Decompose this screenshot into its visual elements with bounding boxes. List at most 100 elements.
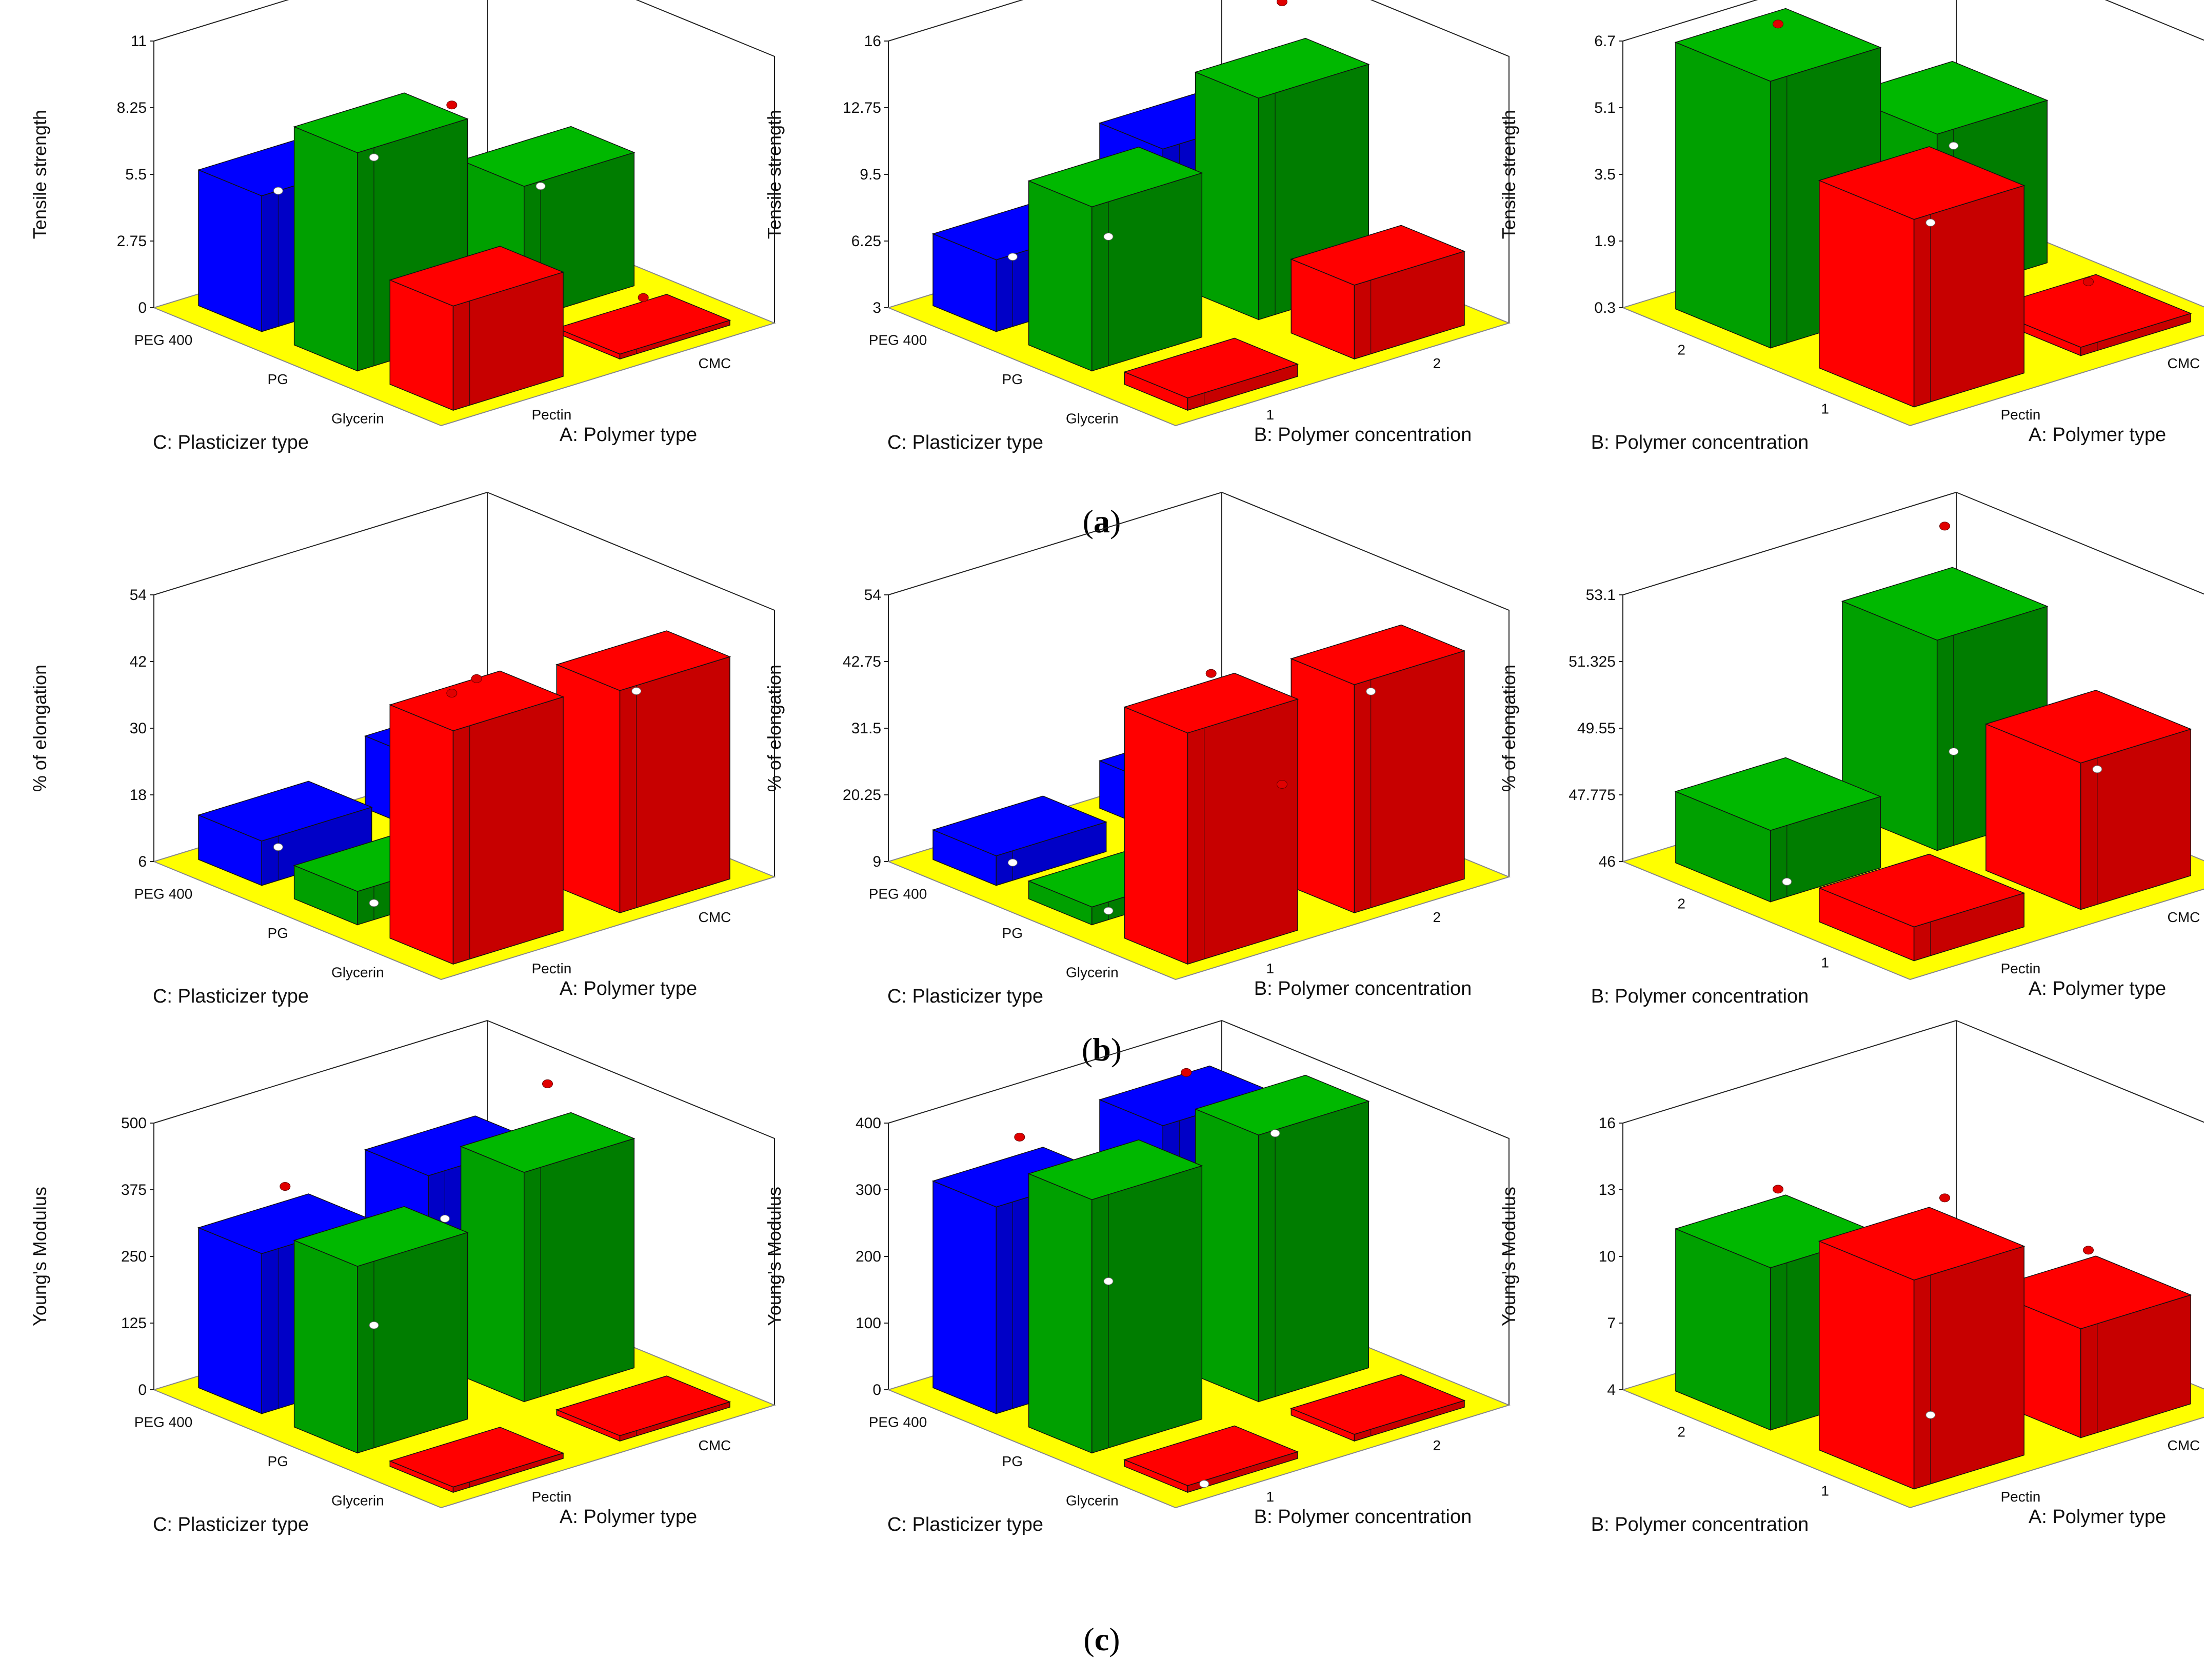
left-axis-tick-label: PEG 400 bbox=[869, 1414, 927, 1430]
bar-face-left bbox=[460, 1146, 525, 1403]
bar-face-top bbox=[1123, 672, 1299, 734]
prediction-point bbox=[2092, 765, 2102, 773]
z-tick-label: 54 bbox=[864, 587, 881, 604]
right-axis-tick-label: Pectin bbox=[2001, 961, 2041, 976]
bar bbox=[555, 294, 731, 360]
z-tick-label: 7 bbox=[1607, 1315, 1616, 1332]
z-tick-label: 375 bbox=[121, 1182, 147, 1198]
prediction-point bbox=[1270, 1129, 1280, 1137]
z-tick-label: 0 bbox=[872, 1382, 881, 1398]
left-axis-tick-label: PG bbox=[268, 925, 288, 941]
left-axis-tick-label: Glycerin bbox=[331, 1493, 384, 1509]
chart-c1: 0 125 250 375 500 Young's Modulus PEG 400 PG Gly… bbox=[29, 1019, 776, 1535]
z-axis-title: % of elongation bbox=[29, 665, 50, 792]
z-tick-label: 2.75 bbox=[117, 233, 147, 250]
left-axis-tick-label: PG bbox=[1002, 1453, 1023, 1469]
right-axis-title: A: Polymer type bbox=[560, 424, 697, 446]
right-axis-tick-label: CMC bbox=[699, 1437, 731, 1453]
left-axis-title: C: Plasticizer type bbox=[153, 986, 309, 1007]
right-axis-tick-label: Pectin bbox=[2001, 407, 2041, 423]
z-tick-label: 1.9 bbox=[1594, 233, 1616, 250]
chart-c3: 4 7 10 13 16 Young's Modulus 2 1 Pectin CMC B: Pol… bbox=[1498, 1019, 2204, 1535]
left-axis-tick-label: 1 bbox=[1821, 955, 1829, 971]
z-tick-label: 6.25 bbox=[851, 233, 881, 250]
right-axis-tick-label: CMC bbox=[2168, 1437, 2200, 1453]
z-tick-label: 13 bbox=[1599, 1182, 1616, 1198]
right-axis-title: A: Polymer type bbox=[2029, 978, 2166, 999]
z-axis-title: % of elongation bbox=[764, 665, 785, 792]
right-axis-tick-label: Pectin bbox=[532, 1489, 572, 1505]
bar-face-top bbox=[460, 126, 636, 187]
z-tick-label: 16 bbox=[1599, 1115, 1616, 1132]
bar-face-top bbox=[389, 670, 565, 731]
left-axis-tick-label: Glycerin bbox=[1066, 411, 1119, 427]
left-axis-tick-label: 2 bbox=[1677, 1424, 1685, 1440]
design-point bbox=[2083, 1246, 2094, 1255]
bar-face-left bbox=[1819, 1241, 1915, 1490]
row-label-b: (b) bbox=[1081, 1031, 1122, 1068]
bar-face-left bbox=[1028, 1173, 1093, 1454]
left-axis-tick-label: PEG 400 bbox=[134, 886, 193, 902]
bar bbox=[1290, 1374, 1466, 1442]
z-tick-label: 0 bbox=[138, 299, 147, 316]
right-axis-title: A: Polymer type bbox=[560, 978, 697, 999]
z-tick-label: 5.5 bbox=[125, 166, 147, 183]
back-wall-frame bbox=[888, 0, 1510, 323]
left-axis-tick-label: PEG 400 bbox=[134, 1414, 193, 1430]
prediction-point bbox=[369, 899, 379, 907]
bar-face-top bbox=[555, 630, 731, 691]
design-point bbox=[1939, 1193, 1950, 1203]
bar-face-left bbox=[198, 1227, 262, 1414]
bar bbox=[1984, 690, 2192, 910]
left-axis-title: B: Polymer concentration bbox=[1591, 1514, 1809, 1535]
z-tick-label: 6 bbox=[138, 853, 147, 870]
bar bbox=[389, 246, 565, 411]
prediction-point bbox=[535, 182, 546, 190]
left-axis-tick-label: 1 bbox=[1821, 401, 1829, 417]
bar-face-top bbox=[1290, 1374, 1466, 1435]
z-tick-label: 300 bbox=[856, 1182, 881, 1198]
bar bbox=[931, 795, 1107, 886]
z-tick-label: 42 bbox=[130, 653, 147, 670]
design-point bbox=[638, 293, 649, 302]
prediction-point bbox=[1007, 253, 1018, 261]
bar bbox=[197, 781, 373, 886]
bar-face-left bbox=[1195, 1108, 1259, 1403]
bar-face-left bbox=[1195, 71, 1259, 321]
prediction-point bbox=[1103, 907, 1114, 915]
bar-face-top bbox=[1818, 1207, 2026, 1281]
bar-face-top bbox=[293, 1206, 469, 1267]
chart-b3: 46 47.775 49.55 51.325 53.1 % of elongation 2 1… bbox=[1498, 491, 2204, 1007]
z-tick-label: 30 bbox=[130, 720, 147, 737]
bar-face-top bbox=[1841, 61, 2049, 135]
z-tick-label: 53.1 bbox=[1586, 587, 1616, 604]
chart-b2: 9 20.25 31.5 42.75 54 % of elongation PEG 400 P… bbox=[764, 491, 1511, 1007]
bar-face-left bbox=[1028, 180, 1093, 372]
z-tick-label: 0 bbox=[138, 1382, 147, 1398]
prediction-point bbox=[1007, 858, 1018, 867]
left-axis-tick-label: 2 bbox=[1677, 342, 1685, 358]
bar-face-top bbox=[1194, 37, 1370, 99]
right-axis-tick-label: CMC bbox=[699, 355, 731, 371]
bar-face-top bbox=[389, 246, 565, 307]
design-point bbox=[446, 101, 458, 110]
left-axis-tick-label: PEG 400 bbox=[869, 332, 927, 348]
right-axis-title: B: Polymer concentration bbox=[1254, 978, 1472, 999]
z-axis-title: Young's Modulus bbox=[29, 1187, 50, 1326]
bar bbox=[1123, 1425, 1299, 1493]
z-tick-label: 18 bbox=[130, 787, 147, 804]
z-tick-label: 4 bbox=[1607, 1382, 1616, 1398]
chart-b1: 6 18 30 42 54 % of elongation PEG 400 PG Glyceri… bbox=[29, 491, 776, 1007]
left-axis-title: C: Plasticizer type bbox=[887, 1514, 1043, 1535]
design-point bbox=[280, 1182, 291, 1191]
prediction-point bbox=[1103, 232, 1114, 241]
bar bbox=[1290, 624, 1466, 914]
prediction-point bbox=[1949, 747, 1959, 755]
chart-a3: 0.3 1.9 3.5 5.1 6.7 Tensile strength 2 1 Pectin C… bbox=[1498, 0, 2204, 453]
bar-face-left bbox=[1819, 179, 1915, 408]
bar-face-left bbox=[1290, 658, 1355, 914]
z-tick-label: 6.7 bbox=[1594, 33, 1616, 50]
chart-a2: 3 6.25 9.5 12.75 16 Tensile strength PEG 400 PG… bbox=[764, 0, 1511, 453]
bar-face-top bbox=[1818, 853, 2026, 928]
bar-face-top bbox=[1123, 1425, 1299, 1486]
